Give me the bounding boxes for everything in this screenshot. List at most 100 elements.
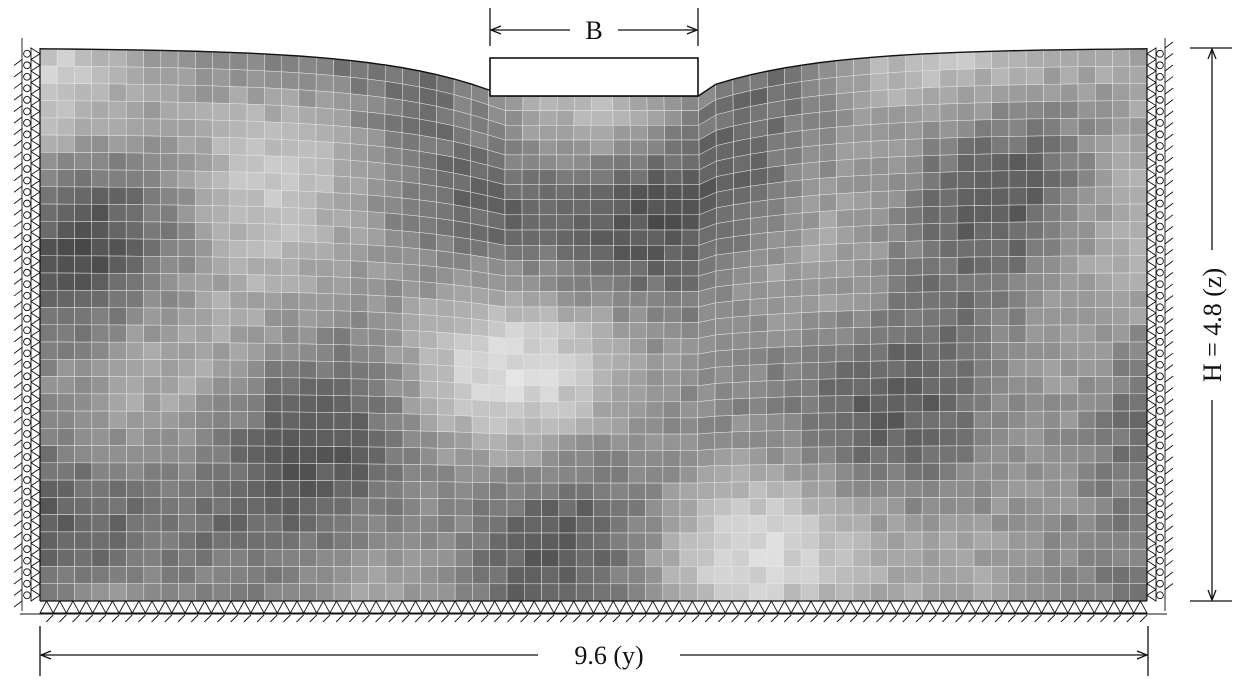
mesh-cell — [333, 531, 352, 550]
mesh-cell — [662, 516, 681, 534]
mesh-cell — [681, 214, 700, 231]
mesh-cell — [973, 325, 992, 344]
hatch — [1086, 614, 1095, 623]
hatch — [928, 614, 937, 623]
mesh-cell — [385, 345, 404, 364]
mesh-cell — [539, 125, 558, 141]
roller — [23, 384, 31, 392]
roller — [1156, 95, 1164, 104]
mesh-cell — [922, 394, 940, 413]
mesh-cell — [630, 199, 649, 216]
mesh-cell — [612, 291, 631, 308]
hatch — [13, 554, 23, 562]
hatch — [1060, 614, 1069, 623]
mesh-cell — [178, 445, 196, 464]
mesh-cell — [108, 255, 127, 274]
mesh-cell — [368, 514, 387, 533]
mesh-cell — [454, 515, 473, 533]
mesh-cell — [870, 411, 888, 430]
mesh-cell — [91, 238, 110, 257]
mesh-cell — [143, 531, 162, 550]
mesh-cell — [1043, 290, 1061, 309]
mesh-cell — [904, 480, 923, 498]
hatch — [1164, 283, 1174, 291]
mesh-cell — [332, 226, 351, 245]
hatch — [428, 614, 436, 623]
mesh-cell — [350, 193, 368, 212]
hatch — [13, 473, 23, 481]
mesh-cell — [298, 258, 317, 277]
mesh-cell — [905, 206, 923, 225]
roller — [23, 510, 31, 519]
mesh-cell — [766, 481, 785, 499]
hatch — [1164, 260, 1174, 268]
mesh-cell — [555, 169, 574, 185]
mesh-cell — [332, 192, 351, 211]
mesh-cell — [647, 260, 665, 277]
mesh-cell — [646, 110, 665, 126]
mesh-cell — [645, 532, 663, 551]
mesh-cell — [558, 450, 577, 467]
mesh-cell — [125, 221, 144, 240]
mesh-cell — [489, 566, 508, 585]
roller — [1156, 533, 1164, 542]
hatch — [13, 427, 23, 435]
pin-support — [474, 600, 489, 614]
mesh-cell — [1077, 117, 1096, 136]
roller — [23, 199, 31, 208]
pin-support — [460, 600, 476, 614]
mesh-cell — [1060, 273, 1079, 291]
mesh-cell — [39, 548, 58, 567]
mesh-cell — [351, 549, 369, 567]
hatch — [177, 614, 186, 623]
roller-support — [30, 358, 41, 372]
pin-support — [658, 600, 674, 614]
mesh-cell — [108, 548, 127, 567]
mesh-cell — [819, 227, 837, 246]
mesh-cell — [646, 353, 664, 371]
roller — [1156, 234, 1164, 242]
mesh-cell — [646, 322, 665, 339]
mesh-cell — [1095, 134, 1113, 153]
mesh-cell — [91, 393, 110, 412]
mesh-cell — [487, 273, 506, 292]
mesh-cell — [801, 244, 820, 263]
mesh-cell — [299, 480, 317, 499]
mesh-cell — [143, 514, 162, 533]
mesh-cell — [402, 296, 420, 315]
hatch — [98, 614, 107, 623]
roller-support — [1146, 104, 1157, 118]
mesh-cell — [91, 531, 110, 550]
mesh-cell — [870, 309, 889, 328]
mesh-cell — [766, 498, 785, 516]
pin-support — [157, 600, 173, 614]
mesh-cell — [630, 229, 649, 246]
mesh-cell — [853, 174, 872, 194]
mesh-cell — [1077, 290, 1096, 308]
mesh-cell — [39, 203, 58, 222]
mesh-cell — [801, 128, 820, 148]
mesh-cell — [749, 297, 768, 317]
pin-support — [948, 600, 964, 614]
mesh-cell — [505, 369, 524, 387]
mesh-cell — [402, 464, 421, 482]
mesh-cell — [783, 566, 802, 585]
mesh-cell — [629, 322, 648, 339]
mesh-cell — [767, 83, 786, 104]
mesh-cell — [194, 136, 213, 155]
mesh-cell — [573, 95, 592, 111]
mesh-cell — [835, 58, 854, 78]
mesh-cell — [39, 152, 58, 170]
mesh-cell — [662, 466, 681, 484]
mesh-cell — [835, 480, 854, 499]
mesh-cell — [836, 158, 855, 178]
mesh-cell — [591, 95, 614, 111]
hatch — [981, 614, 990, 623]
mesh-cell — [281, 463, 300, 481]
hatch — [217, 614, 225, 623]
mesh-cell — [1060, 583, 1079, 602]
mesh-cell — [125, 135, 144, 154]
mesh-cell — [784, 312, 802, 331]
mesh-cell — [126, 479, 145, 498]
mesh-cell — [384, 163, 403, 182]
